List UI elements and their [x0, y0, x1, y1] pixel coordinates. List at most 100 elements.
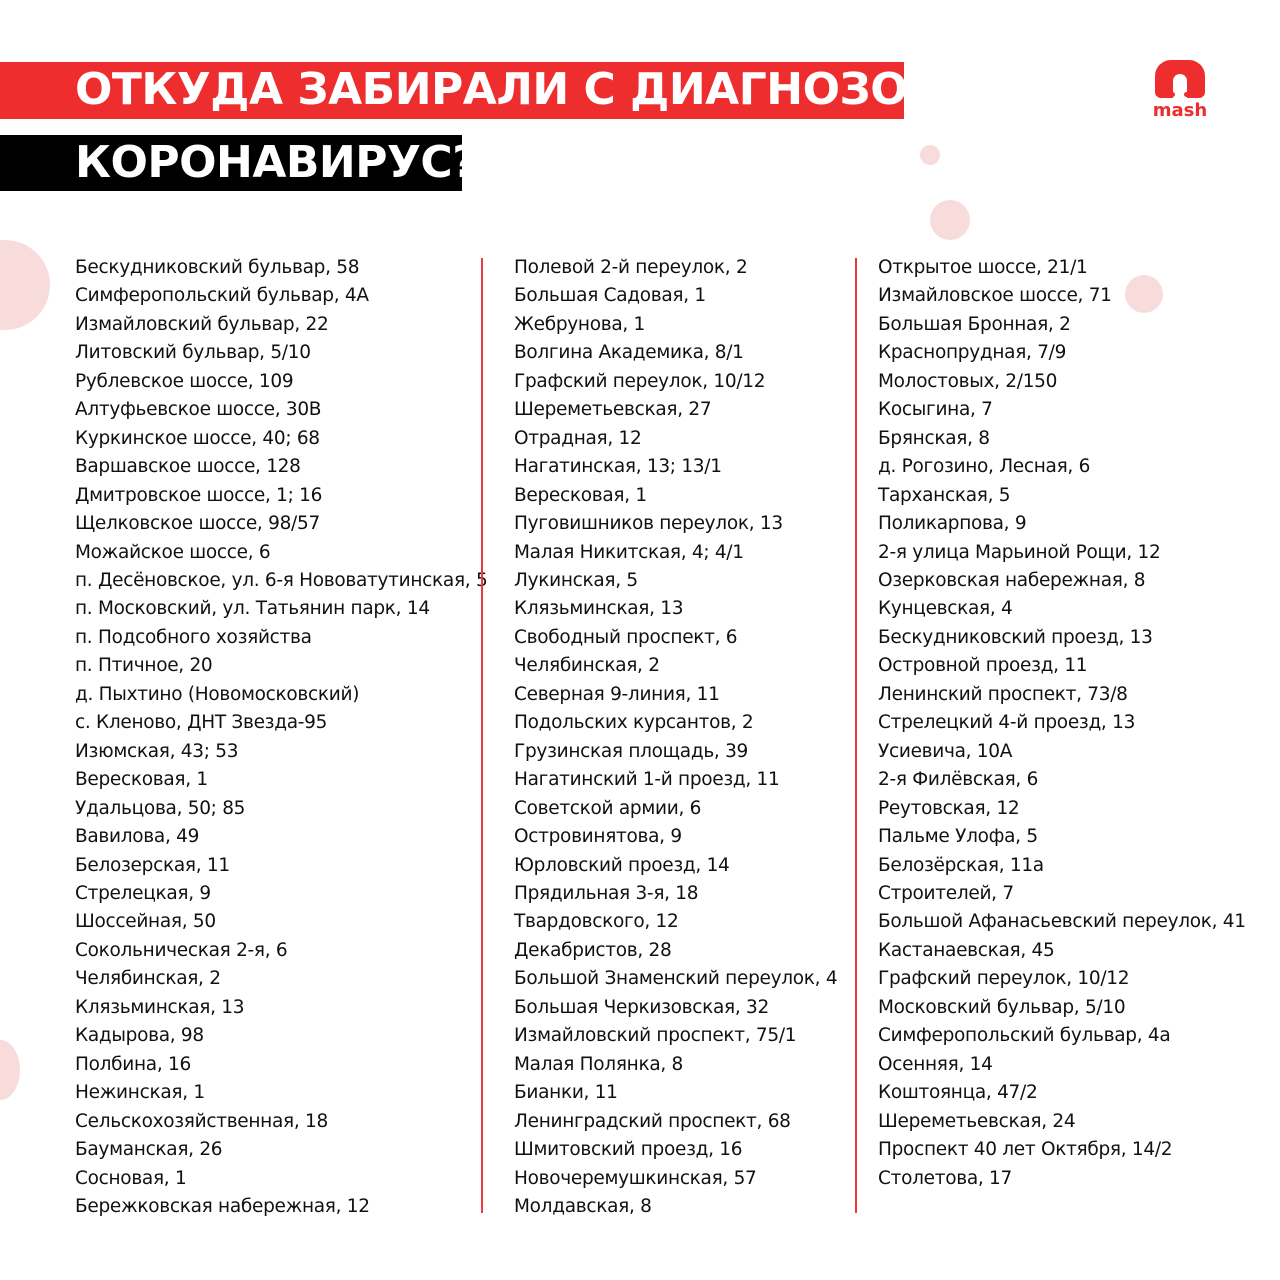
logo-dot	[1184, 92, 1189, 97]
address-item: Малая Полянка, 8	[514, 1053, 683, 1075]
address-item: Тарханская, 5	[878, 484, 1011, 506]
title-line-2: КОРОНАВИРУС?	[0, 135, 478, 191]
address-item: Свободный проспект, 6	[514, 626, 738, 648]
address-item: Большая Садовая, 1	[514, 285, 706, 307]
address-item: Малая Никитская, 4; 4/1	[514, 541, 744, 563]
address-column-2: Полевой 2-й переулок, 2 Большая Садовая, …	[514, 254, 838, 1221]
address-item: Большой Афанасьевский переулок, 41	[878, 911, 1246, 933]
address-item: Бескудниковский проезд, 13	[878, 626, 1153, 648]
address-item: Удальцова, 50; 85	[75, 797, 246, 819]
virus-decoration	[920, 145, 940, 165]
address-item: Алтуфьевское шоссе, 30В	[75, 399, 322, 421]
address-item: Волгина Академика, 8/1	[514, 342, 744, 364]
address-item: Вавилова, 49	[75, 826, 200, 848]
address-item: Литовский бульвар, 5/10	[75, 342, 311, 364]
address-item: Кунцевская, 4	[878, 598, 1013, 620]
address-item: Новочеремушкинская, 57	[514, 1167, 757, 1189]
address-item: Островной проезд, 11	[878, 655, 1088, 677]
address-item: Шереметьевская, 24	[878, 1110, 1076, 1132]
address-item: Измайловский бульвар, 22	[75, 313, 329, 335]
address-item: Стрелецкий 4-й проезд, 13	[878, 712, 1136, 734]
address-item: Шереметьевская, 27	[514, 399, 712, 421]
address-item: Отрадная, 12	[514, 427, 642, 449]
address-item: Коштоянца, 47/2	[878, 1082, 1038, 1104]
virus-decoration	[0, 1040, 20, 1100]
address-item: Симферопольский бульвар, 4а	[878, 1025, 1171, 1047]
address-item: Вересковая, 1	[75, 769, 208, 791]
address-item: Ленинский проспект, 73/8	[878, 683, 1128, 705]
address-item: Большой Знаменский переулок, 4	[514, 968, 838, 990]
virus-decoration	[930, 200, 970, 240]
address-item: Молдавская, 8	[514, 1195, 652, 1217]
address-item: д. Рогозино, Лесная, 6	[878, 456, 1091, 478]
address-item: Твардовского, 12	[514, 911, 679, 933]
address-item: Осенняя, 14	[878, 1053, 993, 1075]
address-item: Брянская, 8	[878, 427, 990, 449]
address-item: Щелковское шоссе, 98/57	[75, 513, 320, 535]
address-item: Полбина, 16	[75, 1053, 191, 1075]
address-item: Реутовская, 12	[878, 797, 1020, 819]
address-item: Большая Бронная, 2	[878, 313, 1071, 335]
address-item: Молостовых, 2/150	[878, 370, 1058, 392]
mash-logo-m-icon	[1155, 60, 1205, 98]
address-item: Столетова, 17	[878, 1167, 1012, 1189]
address-item: Графский переулок, 10/12	[878, 968, 1130, 990]
address-item: п. Десёновское, ул. 6-я Нововатутинская,…	[75, 569, 488, 591]
column-divider	[481, 258, 483, 1213]
address-item: Шоссейная, 50	[75, 911, 216, 933]
address-item: с. Кленово, ДНТ Звезда-95	[75, 712, 328, 734]
address-item: п. Московский, ул. Татьянин парк, 14	[75, 598, 430, 620]
address-item: Бережковская набережная, 12	[75, 1195, 370, 1217]
address-item: Прядильная 3-я, 18	[514, 882, 699, 904]
title-line-1: ОТКУДА ЗАБИРАЛИ С ДИАГНОЗОМ	[0, 62, 951, 119]
address-item: Сельскохозяйственная, 18	[75, 1110, 328, 1132]
address-item: Челябинская, 2	[75, 968, 221, 990]
address-item: Большая Черкизовская, 32	[514, 996, 769, 1018]
address-item: Проспект 40 лет Октября, 14/2	[878, 1139, 1173, 1161]
address-item: 2-я Филёвская, 6	[878, 769, 1039, 791]
mash-logo: mash	[1150, 60, 1210, 124]
address-item: Пальме Улофа, 5	[878, 826, 1038, 848]
logo-dot	[1170, 92, 1175, 97]
address-item: Графский переулок, 10/12	[514, 370, 766, 392]
address-item: Куркинское шоссе, 40; 68	[75, 427, 320, 449]
address-item: Подольских курсантов, 2	[514, 712, 754, 734]
address-item: Измайловский проспект, 75/1	[514, 1025, 797, 1047]
address-item: Челябинская, 2	[514, 655, 660, 677]
address-item: д. Пыхтино (Новомосковский)	[75, 683, 360, 705]
address-item: Открытое шоссе, 21/1	[878, 257, 1088, 278]
address-item: Изюмская, 43; 53	[75, 740, 239, 762]
address-item: Стрелецкая, 9	[75, 882, 211, 904]
address-column-3: Открытое шоссе, 21/1 Измайловское шоссе, …	[878, 254, 1246, 1193]
address-item: Можайское шоссе, 6	[75, 541, 271, 563]
address-item: Кадырова, 98	[75, 1025, 204, 1047]
address-item: Бианки, 11	[514, 1082, 618, 1104]
address-item: п. Подсобного хозяйства	[75, 626, 312, 648]
address-item: Ленинградский проспект, 68	[514, 1110, 791, 1132]
address-item: Клязьминская, 13	[514, 598, 684, 620]
address-item: Юрловский проезд, 14	[514, 854, 730, 876]
address-item: Московский бульвар, 5/10	[878, 996, 1126, 1018]
address-item: Советской армии, 6	[514, 797, 702, 819]
address-item: Косыгина, 7	[878, 399, 993, 421]
address-item: Пуговишников переулок, 13	[514, 513, 783, 535]
address-item: Островинятова, 9	[514, 826, 682, 848]
address-item: Лукинская, 5	[514, 569, 638, 591]
address-item: Сосновая, 1	[75, 1167, 187, 1189]
address-item: Поликарпова, 9	[878, 513, 1027, 535]
address-item: п. Птичное, 20	[75, 655, 213, 677]
address-item: Кастанаевская, 45	[878, 939, 1055, 961]
address-item: Шмитовский проезд, 16	[514, 1139, 743, 1161]
address-item: Клязьминская, 13	[75, 996, 245, 1018]
address-item: Варшавское шоссе, 128	[75, 456, 301, 478]
address-item: Грузинская площадь, 39	[514, 740, 749, 762]
address-item: Нежинская, 1	[75, 1082, 205, 1104]
address-item: 2-я улица Марьиной Рощи, 12	[878, 541, 1161, 563]
address-item: Полевой 2-й переулок, 2	[514, 257, 748, 278]
address-item: Озерковская набережная, 8	[878, 569, 1146, 591]
virus-decoration	[1125, 275, 1163, 313]
address-item: Краснопрудная, 7/9	[878, 342, 1067, 364]
address-item: Измайловское шоссе, 71	[878, 285, 1112, 307]
address-column-1: Бескудниковский бульвар, 58 Симферопольск…	[75, 254, 488, 1221]
address-item: Вересковая, 1	[514, 484, 647, 506]
